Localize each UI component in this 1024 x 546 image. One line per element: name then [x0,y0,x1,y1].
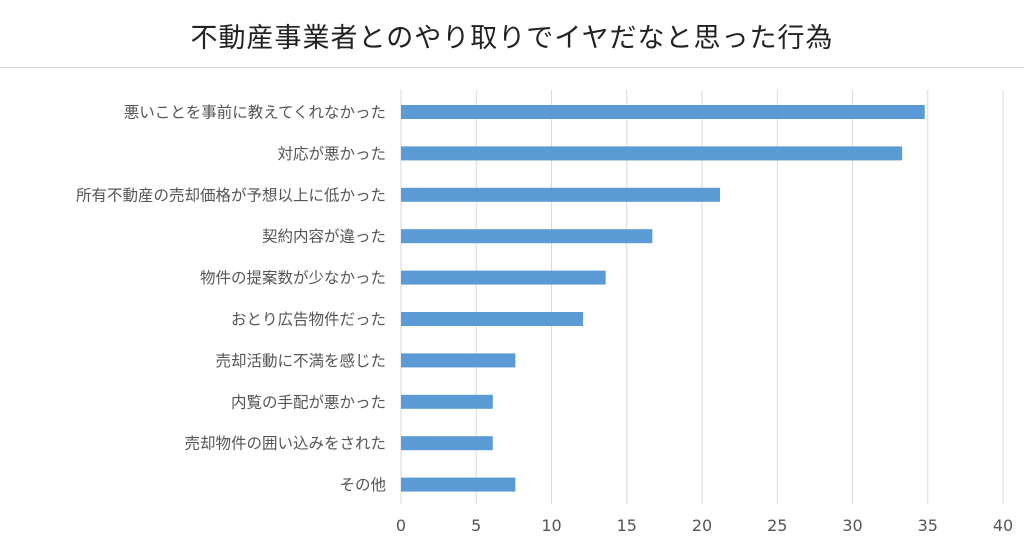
x-tick-label: 35 [918,516,938,535]
category-label: 契約内容が違った [262,228,386,246]
category-label: おとり広告物件だった [231,311,386,329]
chart-title: 不動産事業者とのやり取りでイヤだなと思った行為 [190,23,834,54]
category-label: 売却活動に不満を感じた [215,352,386,370]
title-divider [0,67,1024,68]
x-tick-label: 40 [993,516,1013,535]
category-label: 物件の提案数が少なかった [200,269,386,287]
category-label: 売却物件の囲い込みをされた [184,435,386,453]
x-axis-ticks: 0 5 10 15 20 25 30 35 40 [396,516,1013,535]
bar [401,353,516,368]
category-label: 対応が悪かった [277,145,386,163]
x-tick-label: 5 [471,516,481,535]
x-tick-label: 20 [692,516,712,535]
category-label: 所有不動産の売却価格が予想以上に低かった [76,186,386,204]
bar [401,312,584,326]
bar [401,187,721,202]
x-tick-label: 0 [396,516,406,535]
bar [401,105,925,119]
category-label: 悪いことを事前に教えてくれなかった [124,104,386,122]
bar [401,146,903,161]
x-tick-label: 15 [617,516,637,535]
bar [401,477,516,492]
category-label: 内覧の手配が悪かった [231,393,386,411]
bar [401,270,606,285]
bars [401,105,925,492]
bar [401,229,653,244]
x-tick-label: 30 [842,516,862,535]
category-label: その他 [339,476,386,494]
bar [401,436,493,451]
x-tick-label: 10 [541,516,561,535]
category-labels: 悪いことを事前に教えてくれなかった対応が悪かった所有不動産の売却価格が予想以上に… [76,104,386,495]
x-tick-label: 25 [767,516,787,535]
bar [401,394,493,409]
